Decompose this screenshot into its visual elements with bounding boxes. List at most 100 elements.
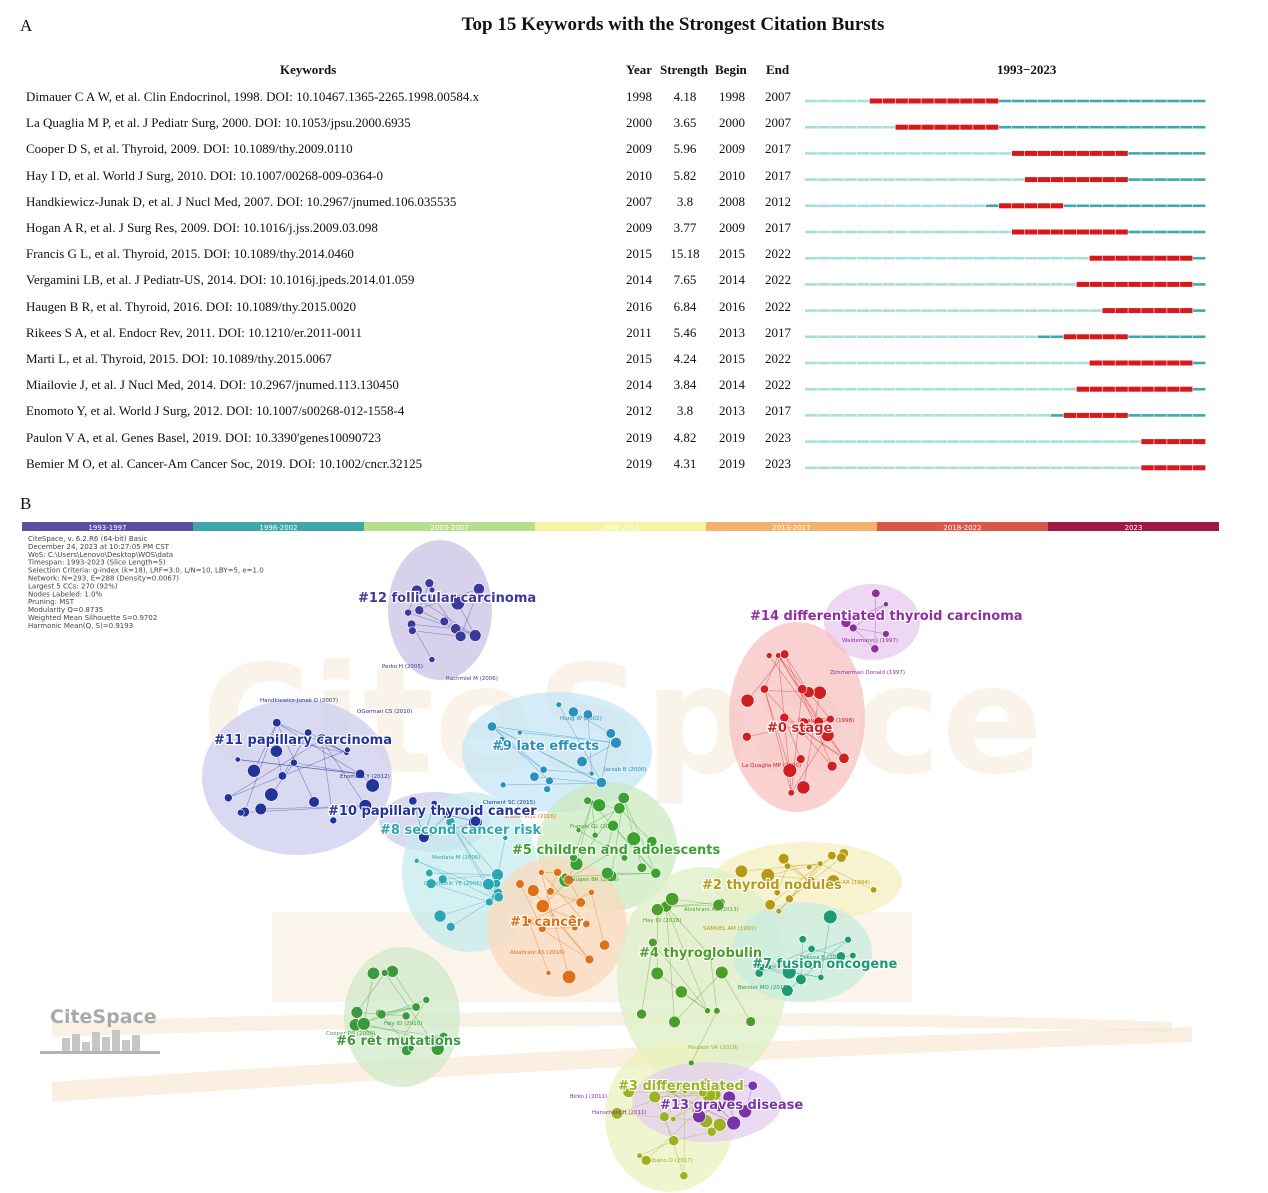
burst-segment bbox=[986, 256, 999, 260]
burst-segment bbox=[999, 125, 1012, 129]
burst-segment bbox=[1076, 386, 1089, 392]
burst-segment bbox=[895, 440, 908, 443]
burst-segment bbox=[1141, 308, 1154, 314]
burst-segment bbox=[830, 309, 844, 312]
network-node bbox=[636, 1008, 647, 1020]
burst-segment bbox=[999, 283, 1012, 286]
network-node bbox=[583, 796, 592, 805]
burst-segment bbox=[1115, 386, 1128, 392]
cluster-hull bbox=[202, 699, 392, 855]
network-node bbox=[350, 1006, 364, 1019]
burst-segment bbox=[1102, 255, 1115, 261]
burst-segment bbox=[934, 124, 947, 130]
edge bbox=[721, 972, 751, 1022]
network-node bbox=[264, 787, 279, 802]
network-node bbox=[826, 874, 841, 889]
burst-segment bbox=[947, 440, 960, 443]
network-node bbox=[569, 853, 578, 862]
burst-segment bbox=[934, 98, 947, 104]
edge bbox=[710, 955, 718, 1011]
edge bbox=[228, 749, 348, 799]
burst-segment bbox=[1128, 281, 1141, 287]
info-line: Harmonic Mean(Q, S)=0.9193 bbox=[28, 622, 133, 630]
cell-end: 2017 bbox=[765, 141, 791, 157]
keyword-ref: Vergamini LB, et al. J Pediatr-US, 2014.… bbox=[26, 272, 415, 288]
burst-segment bbox=[856, 309, 870, 312]
timeline-label: 1993-1997 bbox=[88, 524, 126, 532]
node-label: Dinauer CAW (1998) bbox=[798, 718, 854, 724]
burst-segment bbox=[1024, 283, 1038, 286]
network-node bbox=[568, 914, 577, 923]
edge bbox=[392, 971, 417, 1008]
edge bbox=[276, 722, 360, 775]
network-node bbox=[438, 1031, 449, 1042]
burst-segment bbox=[1115, 150, 1128, 156]
burst-segment bbox=[1167, 281, 1180, 287]
cluster-label: #8 second cancer risk bbox=[380, 823, 542, 838]
cell-begin: 2015 bbox=[719, 351, 745, 366]
burst-segment bbox=[1037, 361, 1051, 365]
edge bbox=[276, 722, 347, 754]
cell-strength: 7.65 bbox=[673, 272, 697, 288]
burst-segment bbox=[947, 283, 960, 286]
network-node bbox=[804, 876, 816, 888]
burst-segment bbox=[805, 178, 818, 181]
node-label: Jarzab B (2000) bbox=[603, 767, 647, 773]
edge bbox=[442, 874, 498, 880]
edge bbox=[244, 722, 278, 813]
burst-segment bbox=[921, 387, 934, 391]
network-node bbox=[430, 799, 438, 807]
burst-segment bbox=[830, 99, 844, 103]
network-node bbox=[588, 888, 595, 896]
header-end: End bbox=[766, 62, 790, 77]
network-node bbox=[827, 850, 837, 861]
network-node bbox=[496, 741, 507, 751]
network-node bbox=[401, 1011, 411, 1021]
edge bbox=[600, 733, 612, 784]
burst-segment bbox=[1115, 125, 1128, 129]
network-node bbox=[450, 596, 465, 611]
network-node bbox=[870, 644, 880, 654]
burst-segment bbox=[947, 309, 960, 312]
burst-segment bbox=[934, 309, 947, 312]
burst-segment bbox=[1024, 150, 1038, 156]
edge bbox=[673, 1131, 712, 1142]
keyword-ref: Miailovie J, et al. J Nucl Med, 2014. DO… bbox=[26, 377, 399, 393]
burst-segment bbox=[895, 204, 908, 208]
burst-segment bbox=[1011, 283, 1025, 286]
burst-segment bbox=[986, 230, 999, 234]
cell-end: 2017 bbox=[765, 220, 791, 235]
burst-segment bbox=[986, 335, 999, 339]
burst-segment bbox=[1063, 466, 1077, 470]
burst-segment bbox=[973, 256, 986, 260]
burst-segment bbox=[805, 414, 818, 417]
burst-segment bbox=[1128, 466, 1141, 470]
burst-segment bbox=[986, 124, 999, 130]
burst-segment bbox=[1050, 150, 1064, 156]
burst-segment bbox=[895, 361, 908, 365]
network-node bbox=[404, 608, 412, 617]
burst-segment bbox=[1076, 440, 1089, 443]
burst-segment bbox=[908, 124, 921, 130]
network-node bbox=[424, 578, 435, 588]
edge bbox=[573, 711, 611, 734]
node-label: SAMUEL AM (1991) bbox=[703, 926, 756, 932]
burst-segment bbox=[1128, 414, 1141, 417]
network-node bbox=[620, 854, 629, 862]
burst-segment bbox=[817, 335, 831, 339]
edge bbox=[764, 655, 779, 690]
burst-segment bbox=[1141, 125, 1154, 129]
burst-segment bbox=[973, 309, 986, 312]
network-node bbox=[734, 864, 749, 878]
burst-segment bbox=[1102, 281, 1115, 287]
network-node bbox=[358, 799, 372, 813]
network-node bbox=[838, 752, 850, 764]
network-node bbox=[568, 706, 579, 718]
cell-strength: 5.46 bbox=[673, 324, 697, 340]
edge bbox=[820, 863, 874, 891]
edge bbox=[431, 883, 490, 903]
burst-segment bbox=[1050, 177, 1064, 183]
edge bbox=[542, 905, 590, 960]
edge bbox=[591, 892, 605, 946]
edge bbox=[293, 762, 360, 775]
